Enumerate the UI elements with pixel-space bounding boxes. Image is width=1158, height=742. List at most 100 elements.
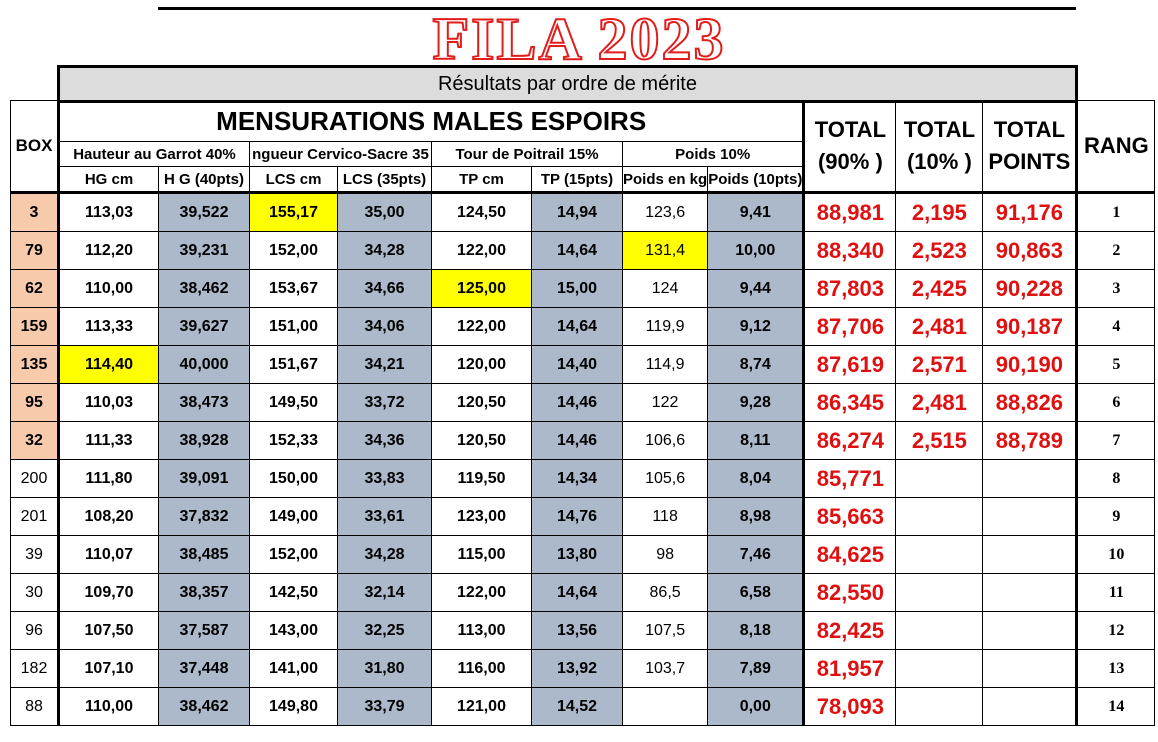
cell-tot: 90,187 — [982, 307, 1079, 346]
cell-lcsp: 34,06 — [337, 307, 432, 346]
cell-hgp: 39,231 — [158, 231, 250, 270]
cell-lcs: 142,50 — [249, 573, 338, 612]
cell-box: 96 — [10, 611, 60, 650]
sub-lcs-pts: LCS (35pts) — [337, 166, 432, 193]
cell-tpp: 13,92 — [531, 649, 623, 688]
cell-poids — [621, 687, 709, 726]
cell-hg: 111,80 — [58, 459, 159, 498]
cell-hgp: 38,928 — [158, 421, 250, 460]
cell-rang: 9 — [1076, 497, 1156, 536]
cell-poids: 103,7 — [621, 649, 709, 688]
cell-hg: 108,20 — [58, 497, 159, 536]
header-total-points: TOTAL POINTS — [982, 100, 1079, 193]
cell-lcsp: 31,80 — [337, 649, 432, 688]
cell-tot: 88,826 — [982, 383, 1079, 422]
cell-poidsp: 6,58 — [707, 573, 806, 612]
cell-box: 88 — [10, 687, 60, 726]
cell-tp: 122,00 — [431, 231, 532, 270]
table-row: 159 113,33 39,627 151,00 34,06 122,00 14,64 119… — [10, 307, 1156, 346]
cell-box: 39 — [10, 535, 60, 574]
cell-t10: 2,481 — [895, 307, 984, 346]
cell-t10: 2,195 — [895, 191, 984, 232]
cell-rang: 3 — [1076, 269, 1156, 308]
cell-t90: 88,340 — [803, 231, 897, 270]
cell-hgp: 37,832 — [158, 497, 250, 536]
cell-hg: 110,07 — [58, 535, 159, 574]
cell-lcs: 153,67 — [249, 269, 338, 308]
cell-lcs: 149,80 — [249, 687, 338, 726]
table-row: 3 113,03 39,522 155,17 35,00 124,50 14,94 123,6… — [10, 191, 1156, 232]
cell-tpp: 14,46 — [531, 421, 623, 460]
cell-poidsp: 8,04 — [707, 459, 806, 498]
cell-box: 95 — [10, 383, 60, 422]
cell-hg: 113,03 — [58, 191, 159, 232]
table-row: 95 110,03 38,473 149,50 33,72 120,50 14,46 122 9… — [10, 383, 1156, 422]
cell-lcsp: 34,28 — [337, 231, 432, 270]
cell-tpp: 14,94 — [531, 191, 623, 232]
sub-hg-cm: HG cm — [58, 166, 159, 193]
cell-rang: 12 — [1076, 611, 1156, 650]
cell-hgp: 39,627 — [158, 307, 250, 346]
cell-tp: 120,50 — [431, 383, 532, 422]
cell-tot — [982, 497, 1079, 536]
cell-lcsp: 34,28 — [337, 535, 432, 574]
cell-poids: 86,5 — [621, 573, 709, 612]
cell-tpp: 14,64 — [531, 307, 623, 346]
cell-box: 32 — [10, 421, 60, 460]
cell-poids: 122 — [621, 383, 709, 422]
cell-t10: 2,523 — [895, 231, 984, 270]
cell-t90: 82,550 — [803, 573, 897, 612]
sub-poids-pts: Poids (10pts) — [707, 166, 806, 193]
header-rang: RANG — [1076, 100, 1156, 193]
cell-tp: 116,00 — [431, 649, 532, 688]
cell-tp: 124,50 — [431, 191, 532, 232]
cell-tpp: 15,00 — [531, 269, 623, 308]
cell-hgp: 37,448 — [158, 649, 250, 688]
cell-lcs: 141,00 — [249, 649, 338, 688]
cell-lcsp: 34,66 — [337, 269, 432, 308]
table-row: 79 112,20 39,231 152,00 34,28 122,00 14,64 131,… — [10, 231, 1156, 270]
group-hauteur-garrot: Hauteur au Garrot 40% — [58, 141, 250, 167]
cell-hg: 107,10 — [58, 649, 159, 688]
cell-t90: 78,093 — [803, 687, 897, 726]
cell-t90: 85,771 — [803, 459, 897, 498]
cell-t90: 87,706 — [803, 307, 897, 346]
page-subtitle: Résultats par ordre de mérite — [57, 65, 1078, 103]
cell-rang: 1 — [1076, 191, 1156, 232]
cell-tp: 120,50 — [431, 421, 532, 460]
cell-lcs: 155,17 — [249, 191, 338, 232]
cell-hg: 112,20 — [58, 231, 159, 270]
sub-tp-cm: TP cm — [431, 166, 532, 193]
cell-box: 3 — [10, 191, 60, 232]
cell-poidsp: 8,98 — [707, 497, 806, 536]
cell-rang: 5 — [1076, 345, 1156, 384]
cell-rang: 10 — [1076, 535, 1156, 574]
cell-tpp: 14,46 — [531, 383, 623, 422]
cell-hgp: 38,357 — [158, 573, 250, 612]
sub-hg-pts: H G (40pts) — [158, 166, 250, 193]
cell-tot: 90,190 — [982, 345, 1079, 384]
cell-t10 — [895, 459, 984, 498]
group-poids: Poids 10% — [621, 141, 806, 167]
group-tour-poitrail: Tour de Poitrail 15% — [431, 141, 623, 167]
cell-tpp: 13,56 — [531, 611, 623, 650]
cell-t10 — [895, 497, 984, 536]
cell-lcsp: 34,36 — [337, 421, 432, 460]
cell-box: 159 — [10, 307, 60, 346]
cell-box: 182 — [10, 649, 60, 688]
cell-t90: 87,619 — [803, 345, 897, 384]
cell-poidsp: 7,89 — [707, 649, 806, 688]
cell-hgp: 38,462 — [158, 687, 250, 726]
cell-lcs: 143,00 — [249, 611, 338, 650]
cell-box: 79 — [10, 231, 60, 270]
cell-hgp: 38,462 — [158, 269, 250, 308]
cell-poidsp: 8,74 — [707, 345, 806, 384]
cell-hgp: 40,000 — [158, 345, 250, 384]
cell-poidsp: 7,46 — [707, 535, 806, 574]
table-row: 135 114,40 40,000 151,67 34,21 120,00 14,40 114… — [10, 345, 1156, 384]
cell-lcsp: 33,79 — [337, 687, 432, 726]
cell-tpp: 14,76 — [531, 497, 623, 536]
cell-tpp: 14,64 — [531, 231, 623, 270]
cell-poidsp: 8,18 — [707, 611, 806, 650]
cell-hg: 113,33 — [58, 307, 159, 346]
